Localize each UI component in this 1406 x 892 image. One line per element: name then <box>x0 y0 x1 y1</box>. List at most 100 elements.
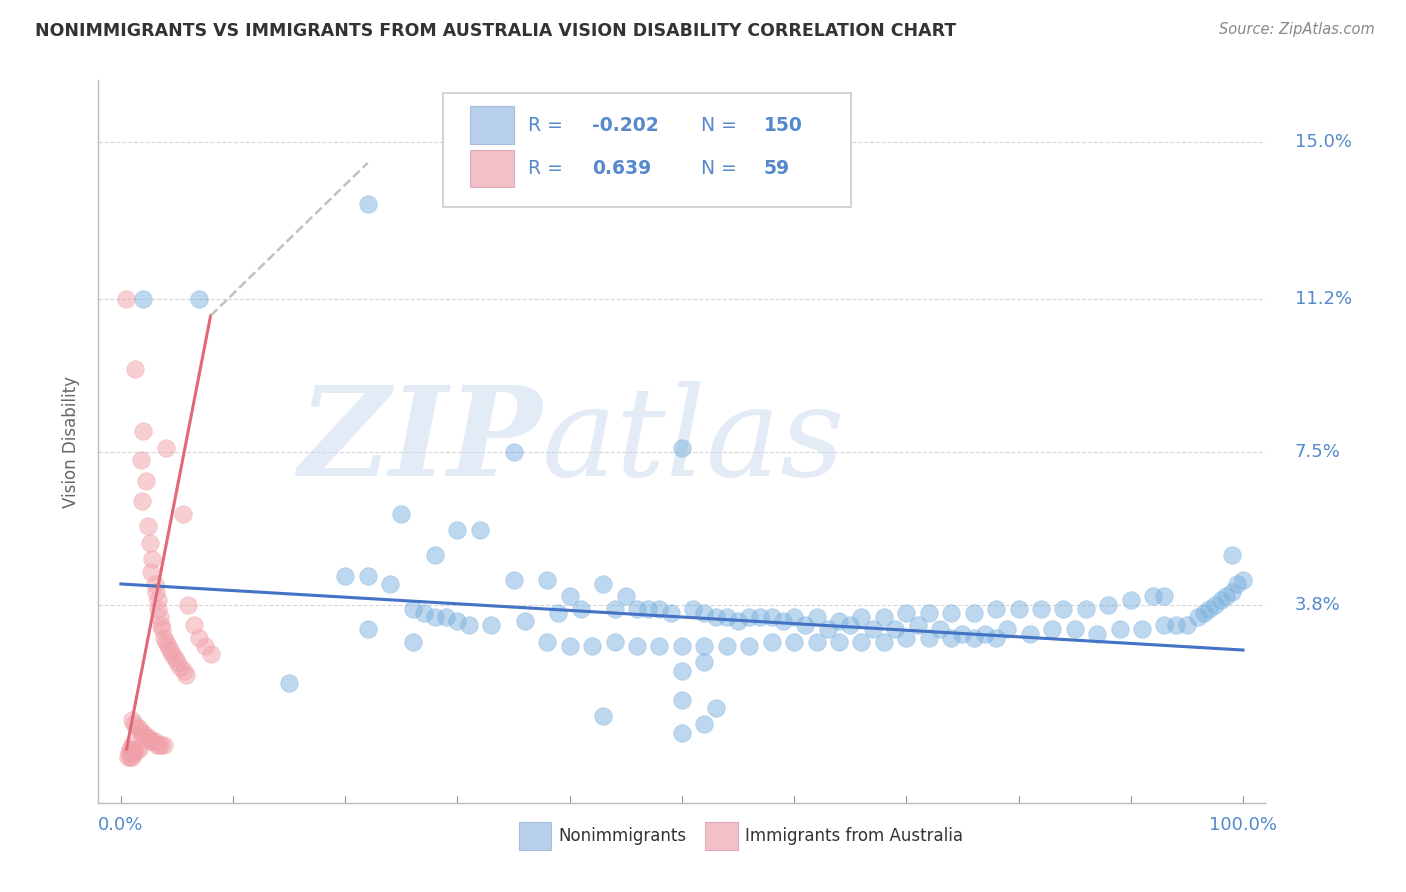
Point <box>188 292 211 306</box>
Point <box>806 634 828 648</box>
Point <box>581 639 603 653</box>
Point <box>806 610 828 624</box>
Point <box>145 585 167 599</box>
Text: 11.2%: 11.2% <box>1295 290 1351 308</box>
Point <box>693 717 716 731</box>
Point <box>648 639 671 653</box>
Point <box>149 610 172 624</box>
Point <box>124 742 146 756</box>
Point <box>952 626 974 640</box>
Bar <box>470 106 513 144</box>
Point <box>918 606 941 620</box>
Point <box>173 664 195 678</box>
Point <box>659 606 682 620</box>
FancyBboxPatch shape <box>443 93 851 207</box>
Point <box>143 734 166 748</box>
Point <box>159 643 181 657</box>
Point <box>194 639 217 653</box>
Point <box>704 701 727 715</box>
Point <box>716 639 738 653</box>
Point <box>357 197 380 211</box>
Point <box>118 746 141 760</box>
Point <box>1130 623 1153 637</box>
Point <box>603 601 626 615</box>
Text: atlas: atlas <box>541 381 845 502</box>
Point <box>1198 601 1220 615</box>
Point <box>569 601 592 615</box>
Point <box>592 709 614 723</box>
Point <box>162 647 184 661</box>
Point <box>135 730 157 744</box>
Point <box>446 614 468 628</box>
Point <box>335 568 357 582</box>
Point <box>727 614 749 628</box>
Point <box>155 634 177 648</box>
Point <box>851 610 873 624</box>
Point <box>603 634 626 648</box>
Point <box>115 292 138 306</box>
Point <box>671 692 693 706</box>
Text: 150: 150 <box>763 116 803 135</box>
Point <box>389 507 412 521</box>
Point <box>1153 590 1175 604</box>
Point <box>738 610 761 624</box>
Point <box>626 639 648 653</box>
Point <box>129 725 152 739</box>
Point <box>155 441 177 455</box>
Point <box>995 623 1018 637</box>
Bar <box>470 150 513 187</box>
Point <box>136 519 159 533</box>
Point <box>749 610 772 624</box>
Point <box>918 631 941 645</box>
Text: 15.0%: 15.0% <box>1295 133 1351 152</box>
Point <box>873 634 896 648</box>
Point <box>783 610 806 624</box>
Point <box>1187 610 1209 624</box>
Point <box>772 614 794 628</box>
Y-axis label: Vision Disability: Vision Disability <box>62 376 80 508</box>
Point <box>150 623 173 637</box>
Point <box>357 623 380 637</box>
Point <box>141 734 163 748</box>
Point <box>828 634 851 648</box>
Point <box>817 623 839 637</box>
Point <box>118 742 141 756</box>
Point <box>1119 593 1142 607</box>
Point <box>121 750 143 764</box>
Point <box>1097 598 1119 612</box>
Text: N =: N = <box>700 159 742 178</box>
Point <box>671 441 693 455</box>
Point <box>132 424 155 438</box>
Point <box>434 610 457 624</box>
Point <box>671 664 693 678</box>
Point <box>378 577 402 591</box>
Point <box>278 676 301 690</box>
Point <box>1085 626 1108 640</box>
Text: N =: N = <box>700 116 742 135</box>
Point <box>637 601 659 615</box>
Text: 59: 59 <box>763 159 790 178</box>
Point <box>146 593 169 607</box>
Point <box>873 610 896 624</box>
Point <box>896 606 918 620</box>
Point <box>200 647 222 661</box>
Point <box>117 750 139 764</box>
Point <box>693 606 716 620</box>
Point <box>693 639 716 653</box>
Point <box>401 601 423 615</box>
Point <box>1164 618 1187 632</box>
Point <box>163 651 186 665</box>
Point <box>135 474 157 488</box>
Point <box>693 656 716 670</box>
Point <box>136 730 159 744</box>
Point <box>152 631 174 645</box>
Point <box>141 552 163 566</box>
Point <box>150 738 173 752</box>
Point <box>962 631 984 645</box>
Point <box>423 610 446 624</box>
Point <box>132 292 155 306</box>
Point <box>648 601 671 615</box>
Point <box>1007 601 1029 615</box>
Point <box>401 634 423 648</box>
Text: 0.0%: 0.0% <box>98 816 143 834</box>
